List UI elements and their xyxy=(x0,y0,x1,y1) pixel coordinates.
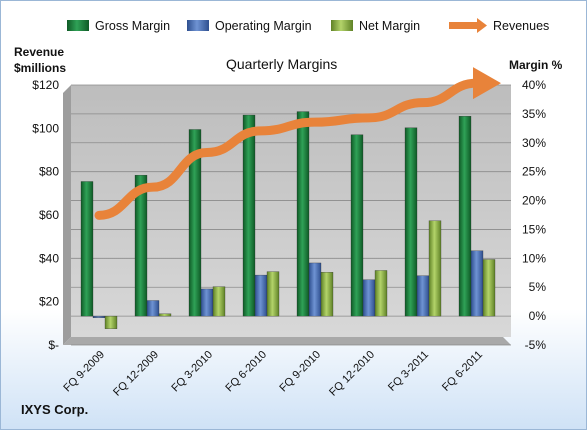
net-margin-bar xyxy=(482,259,496,317)
right-tick-label: 40% xyxy=(522,78,546,92)
left-tick-label: $60 xyxy=(39,208,59,222)
operating-margin-bar xyxy=(416,275,430,317)
right-tick-label: 20% xyxy=(522,194,546,208)
legend-gross-margin: Gross Margin xyxy=(95,19,170,33)
right-tick-label: 0% xyxy=(529,309,547,323)
operating-margin-bar xyxy=(200,288,214,317)
category-label: FQ 9-2010 xyxy=(277,349,323,395)
plot-side-wall xyxy=(63,85,71,345)
legend-swatch-net-margin xyxy=(331,20,353,31)
gross-margin-bar xyxy=(404,127,418,317)
gross-margin-bar xyxy=(296,111,310,317)
category-label: FQ 6-2010 xyxy=(223,349,269,395)
net-margin-bar xyxy=(212,286,226,317)
net-margin-bar xyxy=(374,270,388,317)
left-tick-label: $- xyxy=(48,338,59,352)
company-label: IXYS Corp. xyxy=(21,402,88,417)
left-axis-label-line2: $millions xyxy=(14,61,66,75)
category-label: FQ 3-2010 xyxy=(169,349,215,395)
legend-swatch-revenues xyxy=(449,18,487,33)
left-axis-label-line1: Revenue xyxy=(14,45,64,59)
right-tick-label: 15% xyxy=(522,222,546,236)
category-label: FQ 12-2009 xyxy=(111,349,161,399)
operating-margin-bar xyxy=(146,300,160,317)
gross-margin-bar xyxy=(350,134,364,317)
net-margin-bar xyxy=(104,315,118,329)
gross-margin-bar xyxy=(134,174,148,317)
net-margin-bar xyxy=(266,271,280,317)
right-tick-label: 35% xyxy=(522,107,546,121)
right-axis-label: Margin % xyxy=(509,58,563,72)
legend-swatch-operating-margin xyxy=(187,20,209,31)
right-tick-label: 25% xyxy=(522,165,546,179)
category-labels: FQ 9-2009 FQ 12-2009 FQ 3-2010 FQ 6-2010 FQ … xyxy=(61,349,485,399)
revenue-line xyxy=(94,67,501,220)
gross-margin-bar xyxy=(242,114,256,317)
revenue-arrowhead xyxy=(473,67,501,100)
legend-swatch-gross-margin xyxy=(67,20,89,31)
operating-margin-bar xyxy=(362,279,376,317)
left-tick-label: $20 xyxy=(39,295,59,309)
axis-ticks: $120 $100 $80 $60 $40 $20 $- 40% 35% 30% 25% 20% 15%… xyxy=(32,78,546,352)
legend-net-margin: Net Margin xyxy=(359,19,420,33)
operating-margin-bar xyxy=(470,250,484,317)
category-label: FQ 12-2010 xyxy=(327,349,377,399)
operating-margin-bar xyxy=(92,315,106,318)
legend: Gross Margin Operating Margin Net Margin… xyxy=(67,18,549,33)
right-tick-label: 5% xyxy=(529,280,547,294)
left-tick-label: $120 xyxy=(32,78,59,92)
legend-operating-margin: Operating Margin xyxy=(215,19,312,33)
chart-title: Quarterly Margins xyxy=(226,56,337,72)
category-label: FQ 6-2011 xyxy=(440,349,485,394)
operating-margin-bar xyxy=(254,274,268,317)
right-tick-label: -5% xyxy=(525,338,547,352)
category-label: FQ 3-2011 xyxy=(386,349,431,394)
net-margin-bar xyxy=(428,220,442,317)
net-margin-bar xyxy=(158,313,172,317)
bars xyxy=(80,111,496,329)
category-label: FQ 9-2009 xyxy=(61,349,107,395)
legend-revenues: Revenues xyxy=(493,19,549,33)
right-tick-label: 30% xyxy=(522,136,546,150)
left-tick-label: $100 xyxy=(32,121,59,135)
revenue-line-path xyxy=(94,78,482,220)
operating-margin-bar xyxy=(308,262,322,317)
left-tick-label: $80 xyxy=(39,165,59,179)
gross-margin-bar xyxy=(458,116,472,317)
left-tick-label: $40 xyxy=(39,251,59,265)
gross-margin-bar xyxy=(188,129,202,317)
right-tick-label: 10% xyxy=(522,251,546,265)
plot-floor xyxy=(63,337,511,345)
gross-margin-bar xyxy=(80,181,94,317)
net-margin-bar xyxy=(320,272,334,317)
